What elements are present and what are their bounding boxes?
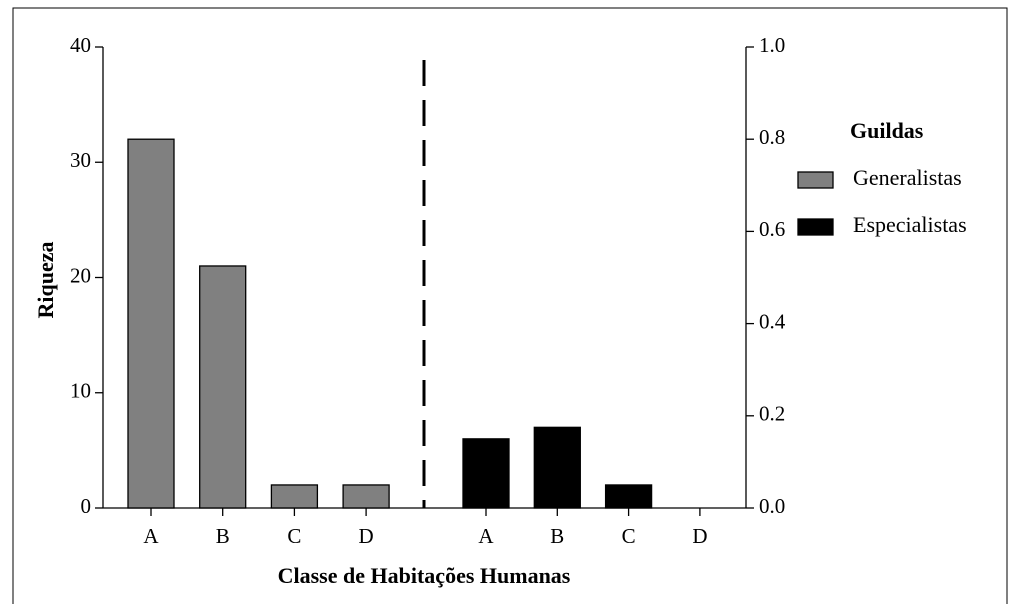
y2-tick-label: 0.2 (759, 402, 785, 426)
x-tick-label: D (692, 524, 707, 548)
x-tick-label: A (143, 524, 159, 548)
y2-tick-label: 0.4 (759, 309, 786, 333)
y2-tick-label: 0.6 (759, 217, 785, 241)
bar (127, 138, 175, 509)
x-tick-label: B (550, 524, 564, 548)
legend-swatch (797, 171, 834, 189)
x-tick-label: C (287, 524, 301, 548)
y2-tick-label: 0.0 (759, 494, 785, 518)
y-tick-label: 30 (70, 148, 91, 172)
x-axis-label: Classe de Habitações Humanas (278, 563, 571, 588)
y-tick-label: 10 (70, 379, 91, 403)
bar (533, 426, 581, 509)
legend-swatch (797, 218, 834, 236)
x-tick-label: D (359, 524, 374, 548)
bar (342, 484, 390, 509)
y-tick-label: 20 (70, 263, 91, 287)
y-tick-label: 0 (81, 494, 92, 518)
y-tick-label: 40 (70, 33, 91, 57)
bar (270, 484, 319, 509)
frame (12, 7, 1008, 604)
bar (462, 438, 510, 509)
x-tick-label: B (216, 524, 230, 548)
x-tick-label: C (622, 524, 636, 548)
y-axis-label: Riqueza (33, 242, 58, 319)
x-tick-label: A (478, 524, 494, 548)
legend-label: Especialistas (853, 212, 967, 237)
y2-tick-label: 1.0 (759, 33, 785, 57)
y2-tick-label: 0.8 (759, 125, 785, 149)
legend-label: Generalistas (853, 165, 962, 190)
legend-title: Guildas (850, 118, 924, 143)
bar (199, 265, 247, 509)
bar (604, 484, 653, 509)
